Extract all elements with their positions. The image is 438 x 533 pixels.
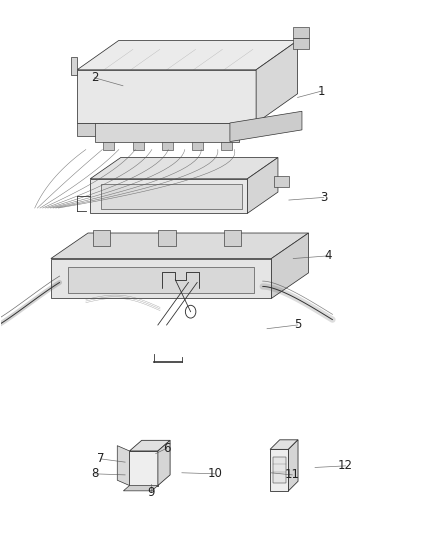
Polygon shape (133, 142, 144, 150)
Polygon shape (293, 38, 308, 49)
Text: 10: 10 (207, 467, 222, 480)
Polygon shape (117, 446, 130, 486)
Polygon shape (130, 451, 158, 486)
Text: 3: 3 (320, 191, 328, 204)
Text: 1: 1 (318, 85, 325, 98)
Text: 2: 2 (91, 71, 98, 84)
Polygon shape (158, 230, 176, 246)
Polygon shape (77, 41, 297, 70)
Polygon shape (288, 440, 298, 491)
Polygon shape (230, 111, 302, 142)
Polygon shape (162, 142, 173, 150)
Polygon shape (221, 142, 232, 150)
Polygon shape (95, 123, 239, 142)
Polygon shape (256, 41, 297, 123)
Polygon shape (68, 266, 254, 293)
Polygon shape (273, 457, 286, 483)
Polygon shape (247, 158, 278, 213)
Polygon shape (51, 259, 272, 298)
Polygon shape (293, 27, 308, 38)
Text: 6: 6 (163, 442, 170, 455)
Polygon shape (51, 233, 308, 259)
Polygon shape (103, 142, 114, 150)
Text: 9: 9 (148, 486, 155, 499)
Polygon shape (272, 233, 308, 298)
Polygon shape (270, 440, 298, 449)
Text: 8: 8 (91, 467, 98, 480)
Text: 5: 5 (294, 319, 301, 332)
Text: 4: 4 (325, 249, 332, 262)
Polygon shape (270, 449, 288, 491)
Text: 7: 7 (97, 453, 105, 465)
Polygon shape (90, 179, 247, 213)
Polygon shape (274, 176, 289, 187)
Polygon shape (101, 184, 242, 209)
Polygon shape (92, 230, 110, 246)
Polygon shape (71, 56, 77, 75)
Text: 11: 11 (285, 469, 300, 481)
Polygon shape (77, 70, 256, 123)
Text: 12: 12 (338, 459, 353, 472)
Polygon shape (158, 440, 170, 486)
Polygon shape (90, 158, 278, 179)
Polygon shape (223, 230, 241, 246)
Polygon shape (124, 486, 158, 491)
Polygon shape (130, 440, 170, 451)
Polygon shape (192, 142, 203, 150)
Polygon shape (77, 123, 103, 136)
